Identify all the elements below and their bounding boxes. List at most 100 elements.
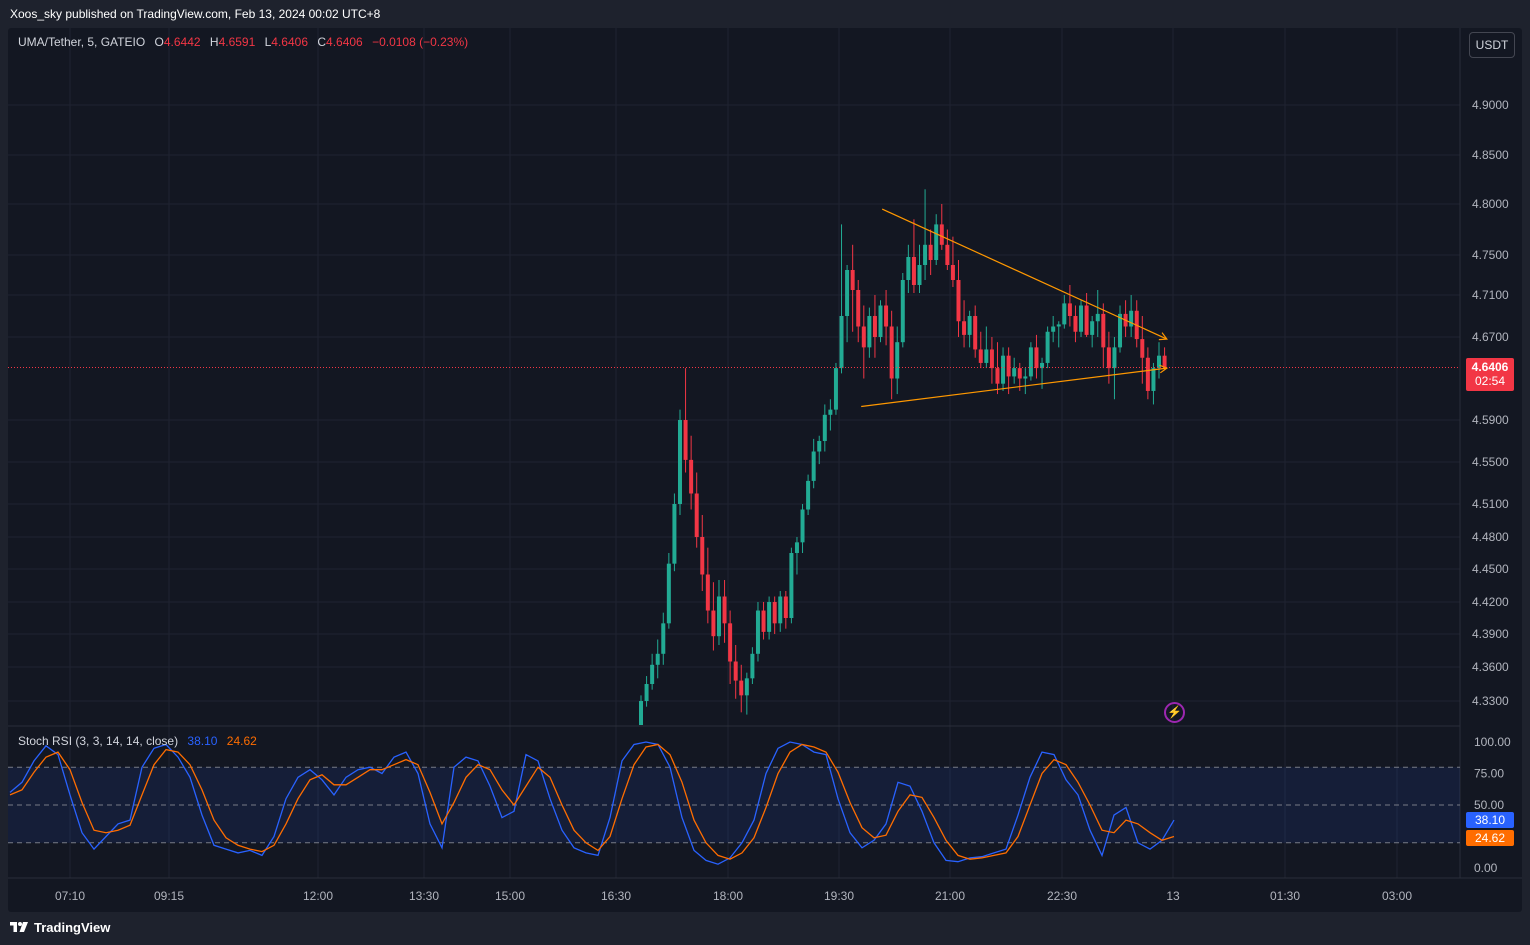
candle-body [1151,368,1156,391]
candle [661,612,666,665]
tradingview-brand[interactable]: TradingView [10,920,110,935]
candle [1157,342,1162,379]
candle-body [672,504,677,564]
candle [644,676,649,707]
candle [895,326,900,395]
candle [973,305,978,358]
candle-body [1095,313,1100,322]
candle-body [817,441,822,452]
candle-body [655,653,660,665]
candle [861,305,866,379]
price-tick-label: 4.8500 [1472,148,1509,162]
time-tick-label: 15:00 [495,889,525,903]
candle-body [739,680,744,696]
candle-body [878,305,883,337]
candle-body [900,280,905,343]
candle [839,224,844,374]
candle-body [767,602,772,632]
candle-body [911,257,916,285]
currency-button[interactable]: USDT [1469,32,1515,58]
chart-area[interactable]: 4.9000 4.8500 4.8000 4.7500 4.7100 4.6700 4.59… [8,28,1522,912]
trendline-arrowhead [1158,332,1168,341]
candle [794,537,799,575]
candle-body [923,244,928,265]
footer: TradingView [0,914,1530,945]
candle [945,229,950,270]
candle-body [1006,355,1011,377]
candle [845,265,850,343]
candle-body [755,610,760,654]
candle-body [1090,321,1095,335]
candle [716,580,721,645]
candle-body [1040,362,1045,369]
candle [856,280,861,343]
close-label: C [317,35,327,49]
candle [672,493,677,572]
candle-body [783,596,788,618]
candle [1145,347,1150,400]
candle-body [744,678,749,696]
candle-body [967,316,972,335]
stoch-k-value: 38.10 [187,734,218,748]
candle-body [1056,324,1061,327]
candle-body [995,368,1000,384]
candle [666,553,671,629]
trendline [881,208,1168,341]
candle-body [722,596,727,624]
candle-body [1129,310,1134,327]
candle [778,591,783,632]
candle [962,300,967,348]
price-tick-label: 4.8000 [1472,197,1509,211]
candle-body [1157,355,1162,369]
candle-body [689,459,694,494]
candles-layer [639,189,1167,725]
symbol-title[interactable]: UMA/Tether, 5, GATEIO [18,35,146,49]
candle [889,310,894,400]
stoch-rsi-title[interactable]: Stoch RSI (3, 3, 14, 14, close) [18,734,179,748]
candle [817,435,822,465]
candle [1012,357,1017,384]
brand-name: TradingView [34,920,111,935]
candle [711,582,716,651]
candle-body [884,305,889,327]
stoch-k-axis-label: 38.10 [1466,812,1514,828]
candle-body [1062,303,1067,325]
candle-body [1118,313,1123,348]
candle-body [934,224,939,260]
trendlines [861,208,1169,408]
price-tick-label: 4.7100 [1472,288,1509,302]
candle [928,229,933,275]
price-tick-label: 4.4200 [1472,595,1509,609]
price-tick-label: 4.3300 [1472,694,1509,708]
stoch-tick-label: 100.00 [1474,735,1511,749]
lightning-icon[interactable]: ⚡ [1164,702,1185,723]
candle [677,409,682,515]
bar-countdown: 02:54 [1474,374,1506,388]
candle [750,647,755,684]
candle [683,368,688,473]
candle-body [906,257,911,280]
candle-body [778,596,783,624]
price-tick-label: 4.6700 [1472,330,1509,344]
candle-body [800,509,805,543]
candle [700,515,705,591]
price-tick-label: 4.3600 [1472,660,1509,674]
candle [789,547,794,624]
candle [1006,347,1011,395]
candle-body [950,265,955,280]
candle-body [889,326,894,379]
candle-body [1034,347,1039,369]
stoch-tick-label: 50.00 [1474,798,1504,812]
open-value: 4.6442 [163,35,201,49]
candle [733,645,738,699]
trendline-arrowhead [1159,364,1169,374]
high-label: H [209,35,219,49]
time-tick-label: 22:30 [1047,889,1077,903]
candle-body [956,280,961,322]
candle [1134,300,1139,348]
candle [1123,300,1128,337]
chart-canvas[interactable]: 4.9000 4.8500 4.8000 4.7500 4.7100 4.6700 4.59… [8,28,1522,912]
candle-body [733,661,738,681]
candle [1162,347,1167,371]
candle [850,244,855,332]
